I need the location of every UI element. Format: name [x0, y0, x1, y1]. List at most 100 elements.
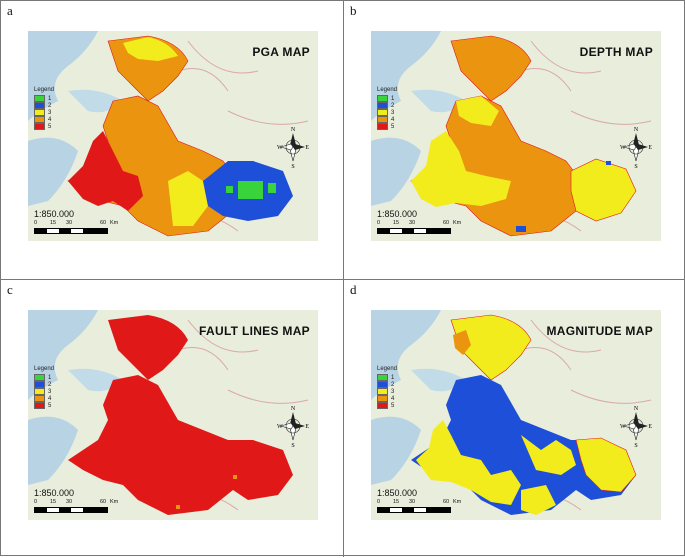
scale-tick: 0 [377, 220, 381, 226]
legend-item: 4 [34, 116, 54, 123]
sea-area [371, 137, 421, 206]
compass-w: W [620, 424, 626, 430]
legend: Legend 1 2 3 4 5 [34, 366, 54, 409]
road-lines [490, 319, 652, 511]
legend: Legend 1 2 3 4 5 [34, 87, 54, 130]
scale-tick: 60 [443, 220, 450, 226]
legend-item: 1 [377, 95, 397, 102]
legend-title: Legend [377, 87, 398, 93]
zone-class-1 [268, 183, 276, 193]
legend-label: 2 [48, 381, 52, 388]
legend-item: 2 [377, 381, 397, 388]
zone-class-3 [411, 131, 511, 207]
legend-swatch [34, 381, 45, 388]
legend-item: 5 [34, 402, 54, 409]
compass-n: N [634, 406, 639, 412]
map-title: PGA MAP [252, 45, 310, 59]
sea-area [371, 31, 441, 121]
legend-swatch [377, 109, 388, 116]
legend-swatch [34, 402, 45, 409]
scale-ratio: 1:850.000 [34, 209, 75, 219]
legend-swatch [34, 109, 45, 116]
zone-class-3 [521, 485, 556, 515]
compass-w: W [277, 424, 283, 430]
sea-area [28, 31, 98, 121]
legend-item: 3 [377, 109, 397, 116]
scale-tick: 60 [100, 220, 107, 226]
sea-area [28, 137, 78, 206]
map-title: DEPTH MAP [579, 45, 653, 59]
scale-bar-graphic [377, 228, 451, 234]
legend-label: 4 [391, 395, 395, 402]
legend-swatch [34, 116, 45, 123]
sea-area [411, 368, 466, 392]
zone-class-5 [68, 131, 143, 211]
legend-label: 3 [48, 109, 52, 116]
legend-item: 1 [34, 374, 54, 381]
map-title: MAGNITUDE MAP [546, 324, 653, 338]
legend-item: 3 [34, 109, 54, 116]
legend-swatch [34, 388, 45, 395]
scale-bar-graphic [377, 507, 451, 513]
compass-e: E [648, 145, 652, 151]
map-frame: MAGNITUDE MAP Legend 1 2 3 4 5 1:850.000… [371, 310, 661, 520]
scale-unit: Km [110, 499, 119, 505]
legend-swatch [377, 95, 388, 102]
scale-tick: 15 [50, 499, 57, 505]
panel-label: b [350, 3, 357, 18]
scale-bar: 1:850.000 0 15 30 60 Km [377, 209, 477, 234]
legend-label: 5 [391, 402, 395, 409]
scale-unit: Km [453, 220, 462, 226]
compass-n: N [634, 127, 639, 133]
panel-d: d MAGNITUDE MAP Legend 1 2 3 [344, 280, 685, 558]
scale-tick: 30 [409, 220, 416, 226]
scale-ticks: 0 15 30 60 [377, 220, 477, 228]
scale-tick: 0 [34, 220, 38, 226]
legend-swatch [34, 374, 45, 381]
road-lines [147, 40, 309, 232]
legend-label: 1 [48, 95, 52, 102]
compass-rose-icon: N E S W [277, 406, 309, 448]
sea-area [371, 416, 421, 485]
legend-swatch [377, 123, 388, 130]
legend-item: 5 [377, 123, 397, 130]
scale-ratio: 1:850.000 [34, 488, 75, 498]
zone-class-4 [233, 475, 237, 479]
scale-tick: 30 [66, 499, 73, 505]
legend-title: Legend [34, 366, 55, 372]
compass-rose-icon: N E S W [277, 127, 309, 169]
sea-area [28, 416, 78, 485]
compass-s: S [291, 164, 294, 169]
legend-swatch [377, 381, 388, 388]
sea-area [68, 368, 123, 392]
legend-swatch [377, 102, 388, 109]
zone-class-5 [68, 375, 293, 515]
legend-swatch [377, 388, 388, 395]
legend-label: 5 [391, 123, 395, 130]
panel-label: a [7, 3, 13, 18]
legend-label: 5 [48, 123, 52, 130]
compass-e: E [648, 424, 652, 430]
sea-area [371, 310, 441, 400]
compass-rose-icon: N E S W [620, 127, 652, 169]
zone-class-2 [516, 226, 526, 232]
legend-swatch [34, 95, 45, 102]
panel-label: c [7, 282, 13, 297]
legend-item: 3 [377, 388, 397, 395]
zone-class-3 [416, 420, 521, 505]
scale-bar: 1:850.000 0 15 30 60 Km [34, 488, 134, 513]
legend-swatch [377, 374, 388, 381]
zone-class-2 [606, 161, 611, 165]
panel-label: d [350, 282, 357, 297]
zone-class-3 [123, 37, 178, 61]
legend-label: 2 [48, 102, 52, 109]
scale-tick: 0 [34, 499, 38, 505]
scale-ticks: 0 15 30 60 [377, 499, 477, 507]
legend-label: 1 [391, 95, 395, 102]
road-lines [490, 40, 652, 232]
legend-swatch [377, 116, 388, 123]
compass-s: S [634, 443, 637, 448]
legend-item: 1 [34, 95, 54, 102]
divider-horizontal [1, 279, 685, 280]
